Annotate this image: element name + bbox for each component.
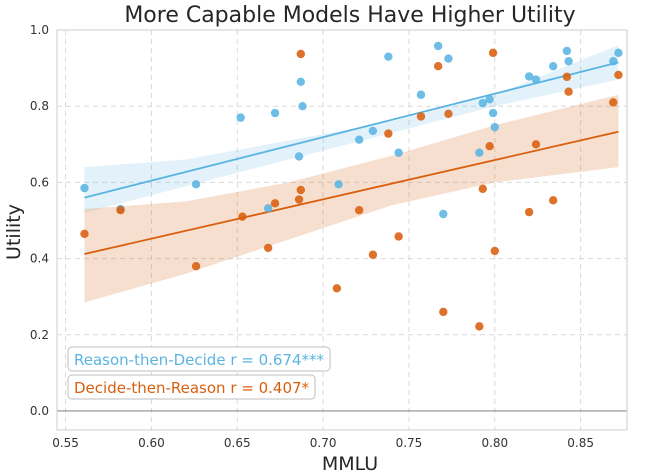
confidence-band-1 bbox=[84, 94, 619, 303]
data-point-1 bbox=[270, 199, 280, 208]
data-point-1 bbox=[433, 61, 443, 71]
data-point-0 bbox=[478, 98, 487, 108]
data-point-0 bbox=[80, 183, 89, 193]
data-point-1 bbox=[384, 129, 393, 138]
data-point-1 bbox=[490, 246, 500, 256]
data-point-0 bbox=[564, 57, 573, 66]
x-tick-label: 0.75 bbox=[396, 436, 423, 450]
data-point-0 bbox=[524, 72, 534, 81]
data-point-0 bbox=[384, 52, 393, 61]
data-point-1 bbox=[191, 261, 201, 271]
data-point-1 bbox=[354, 205, 364, 215]
confidence-bands bbox=[84, 45, 619, 303]
data-point-1 bbox=[394, 232, 403, 241]
confidence-band-0 bbox=[84, 45, 619, 213]
data-point-1 bbox=[548, 196, 558, 205]
annotation-box-1 bbox=[67, 374, 316, 400]
y-tick-label: 1.0 bbox=[30, 23, 49, 37]
data-point-0 bbox=[191, 180, 201, 189]
regression-line-1 bbox=[84, 130, 619, 255]
data-point-1 bbox=[444, 109, 453, 119]
data-point-0 bbox=[562, 46, 572, 56]
data-point-0 bbox=[368, 126, 378, 136]
data-point-1 bbox=[562, 72, 572, 82]
data-point-0 bbox=[270, 108, 280, 118]
x-tick-label: 0.60 bbox=[138, 436, 165, 450]
y-tick-label: 0.6 bbox=[30, 175, 49, 189]
data-point-0 bbox=[614, 48, 623, 58]
y-tick-label: 0.4 bbox=[30, 252, 49, 266]
data-point-1 bbox=[263, 243, 273, 253]
x-tick-label: 0.70 bbox=[310, 436, 337, 450]
data-point-0 bbox=[609, 57, 618, 66]
data-point-1 bbox=[478, 184, 487, 194]
data-point-1 bbox=[485, 141, 494, 151]
correlation-annotations: Reason-then-Decide r = 0.674*** Decide-th… bbox=[67, 346, 331, 400]
x-tick-label: 0.80 bbox=[481, 436, 508, 450]
plot-frame bbox=[56, 29, 628, 431]
regression-line-0 bbox=[84, 61, 619, 199]
x-tick-labels: 0.55 0.60 0.65 0.70 0.75 0.80 0.85 bbox=[52, 436, 594, 450]
data-point-1 bbox=[238, 212, 247, 221]
x-tick-label: 0.55 bbox=[52, 436, 79, 450]
data-point-1 bbox=[332, 284, 342, 293]
data-point-1 bbox=[294, 195, 304, 204]
data-point-0 bbox=[334, 180, 343, 189]
data-point-1 bbox=[439, 307, 448, 317]
data-point-1 bbox=[475, 322, 484, 331]
chart-title: More Capable Models Have Higher Utility bbox=[124, 3, 575, 28]
data-point-0 bbox=[531, 75, 541, 84]
correlation-annotation-1: Decide-then-Reason r = 0.407* bbox=[74, 379, 310, 397]
data-point-1 bbox=[609, 98, 618, 107]
data-point-0 bbox=[444, 54, 453, 63]
data-point-0 bbox=[294, 152, 304, 161]
data-points bbox=[80, 41, 623, 331]
data-point-0 bbox=[296, 77, 305, 87]
x-tick-label: 0.85 bbox=[567, 436, 594, 450]
data-point-1 bbox=[524, 207, 534, 217]
data-point-0 bbox=[394, 148, 403, 157]
data-point-0 bbox=[548, 61, 558, 71]
y-tick-label: 0.8 bbox=[30, 99, 49, 113]
data-point-0 bbox=[439, 209, 448, 219]
data-point-1 bbox=[296, 49, 305, 59]
data-point-0 bbox=[236, 113, 245, 122]
data-point-0 bbox=[475, 148, 484, 157]
y-tick-label: 0.0 bbox=[30, 404, 49, 418]
data-point-1 bbox=[564, 87, 573, 96]
y-tick-label: 0.2 bbox=[30, 328, 49, 342]
data-point-1 bbox=[368, 250, 378, 259]
data-point-1 bbox=[116, 205, 125, 215]
data-point-0 bbox=[490, 122, 500, 132]
data-point-1 bbox=[614, 70, 623, 80]
data-point-1 bbox=[296, 185, 305, 195]
y-tick-labels: 0.0 0.2 0.4 0.6 0.8 1.0 bbox=[30, 23, 49, 418]
data-point-0 bbox=[485, 95, 494, 104]
data-point-0 bbox=[263, 204, 273, 213]
y-axis-label: Utility bbox=[3, 204, 25, 260]
data-point-0 bbox=[416, 90, 426, 99]
regression-lines bbox=[84, 61, 619, 255]
data-point-1 bbox=[416, 112, 426, 121]
correlation-annotation-0: Reason-then-Decide r = 0.674*** bbox=[74, 351, 325, 369]
data-point-1 bbox=[531, 140, 541, 149]
data-point-0 bbox=[433, 41, 443, 51]
data-point-0 bbox=[488, 108, 498, 118]
x-tick-label: 0.65 bbox=[224, 436, 251, 450]
data-point-0 bbox=[354, 135, 364, 144]
data-point-0 bbox=[298, 101, 307, 111]
x-axis-label: MMLU bbox=[322, 453, 378, 474]
annotation-box-0 bbox=[67, 346, 331, 372]
data-point-1 bbox=[488, 48, 498, 58]
data-point-1 bbox=[80, 229, 89, 239]
